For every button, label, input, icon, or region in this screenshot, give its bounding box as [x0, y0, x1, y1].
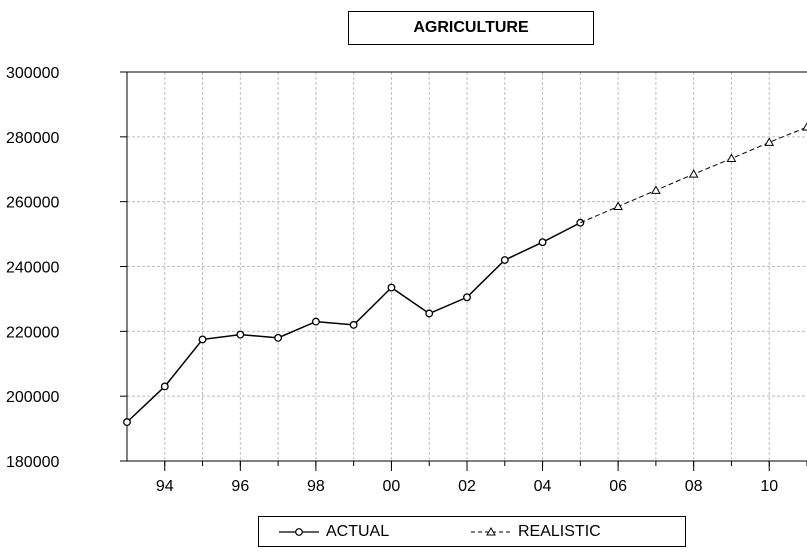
x-tick-label: 96 [231, 478, 249, 495]
legend-item-actual: ACTUAL [279, 517, 389, 546]
data-point [274, 333, 283, 342]
data-point [425, 309, 434, 318]
data-point [726, 153, 737, 163]
data-point [651, 185, 661, 194]
y-tick-label: 220000 [6, 324, 59, 341]
data-point [500, 256, 509, 264]
series-layer [123, 122, 807, 427]
y-tick-label: 280000 [6, 130, 59, 147]
data-point [123, 418, 131, 427]
data-point [160, 382, 169, 391]
y-tick-label: 300000 [6, 65, 59, 82]
x-tick-label: 10 [760, 478, 778, 495]
y-tick-label: 260000 [6, 195, 59, 212]
legend: ACTUAL REALISTIC [258, 516, 686, 547]
x-tick-label: 02 [458, 478, 476, 495]
data-point [538, 238, 547, 247]
data-point [463, 293, 471, 302]
x-tick-label: 98 [307, 478, 325, 495]
chart-title: AGRICULTURE [348, 11, 594, 45]
data-point [349, 320, 358, 329]
legend-realistic-symbol [471, 526, 511, 535]
y-tick-label: 180000 [6, 454, 59, 471]
data-point [387, 283, 396, 292]
x-tick-label: 94 [156, 478, 174, 495]
legend-item-realistic: REALISTIC [471, 517, 601, 546]
series-realistic [580, 122, 807, 224]
grid-lines [127, 71, 807, 461]
data-point [764, 137, 775, 146]
x-tick-label: 04 [534, 478, 552, 495]
data-point [802, 122, 807, 131]
y-tick-label: 200000 [6, 389, 59, 406]
x-tick-label: 06 [609, 478, 627, 495]
legend-actual-symbol [279, 527, 319, 536]
y-axis-ticks: 180000 200000 220000 240000 260000 280000 3000… [6, 65, 127, 471]
y-tick-label: 240000 [6, 260, 59, 277]
data-point [198, 335, 207, 344]
legend-label-actual: ACTUAL [326, 522, 390, 540]
series-actual [123, 218, 585, 427]
x-tick-label: 00 [383, 478, 401, 495]
data-point [311, 317, 320, 326]
data-point [236, 330, 245, 339]
data-point [613, 201, 623, 211]
data-point [688, 169, 699, 178]
legend-label-realistic: REALISTIC [518, 522, 601, 540]
x-axis-ticks: 94 96 98 00 02 04 06 08 10 [156, 461, 807, 495]
x-tick-label: 08 [685, 478, 703, 495]
